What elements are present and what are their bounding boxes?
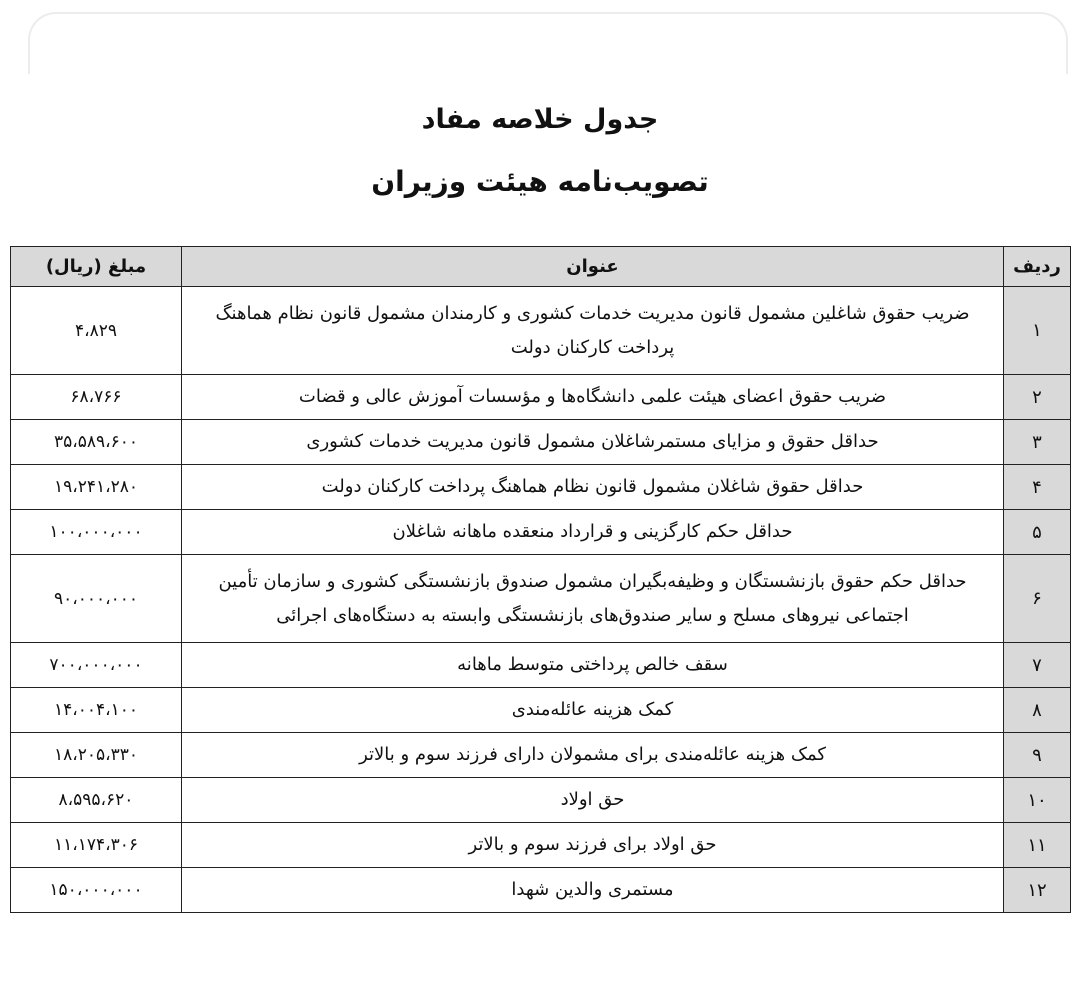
row-title: ضریب حقوق اعضای هیئت علمی دانشگاه‌ها و م… <box>181 374 1004 420</box>
row-title: ضریب حقوق شاغلین مشمول قانون مدیریت خدما… <box>181 286 1004 375</box>
row-amount: ۱۸،۲۰۵،۳۳۰ <box>10 732 182 778</box>
table-row: ۵ حداقل حکم کارگزینی و قرارداد منعقده ماه… <box>10 509 1071 555</box>
table-row: ۴ حداقل حقوق شاغلان مشمول قانون نظام هماه… <box>10 464 1071 510</box>
row-number: ۹ <box>1003 732 1071 778</box>
row-title: حق اولاد برای فرزند سوم و بالاتر <box>181 822 1004 868</box>
row-title: کمک هزینه عائله‌مندی برای مشمولان دارای … <box>181 732 1004 778</box>
table-row: ۱۱ حق اولاد برای فرزند سوم و بالاتر ۱۱،۱۷۴… <box>10 822 1071 868</box>
row-number: ۴ <box>1003 464 1071 510</box>
row-title: کمک هزینه عائله‌مندی <box>181 687 1004 733</box>
table-row: ۶ حداقل حکم حقوق بازنشستگان و وظیفه‌بگیرا… <box>10 554 1071 643</box>
row-number: ۲ <box>1003 374 1071 420</box>
row-amount: ۸،۵۹۵،۶۲۰ <box>10 777 182 823</box>
row-number: ۷ <box>1003 642 1071 688</box>
row-title: حداقل حقوق شاغلان مشمول قانون نظام هماهن… <box>181 464 1004 510</box>
table-row: ۳ حداقل حقوق و مزایای مستمرشاغلان مشمول ق… <box>10 419 1071 465</box>
summary-table: ردیف عنوان مبلغ (ریال) ۱ ضریب حقوق شاغلین… <box>10 246 1071 913</box>
row-amount: ۶۸،۷۶۶ <box>10 374 182 420</box>
row-title: حداقل حکم کارگزینی و قرارداد منعقده ماها… <box>181 509 1004 555</box>
row-title: حق اولاد <box>181 777 1004 823</box>
document-subtitle: تصویب‌نامه هیئت وزیران <box>371 165 709 198</box>
row-amount: ۱۵۰،۰۰۰،۰۰۰ <box>10 867 182 913</box>
table-row: ۷ سقف خالص پرداختی متوسط ماهانه ۷۰۰،۰۰۰،۰۰… <box>10 642 1071 688</box>
row-title: حداقل حقوق و مزایای مستمرشاغلان مشمول قا… <box>181 419 1004 465</box>
page-frame <box>28 12 1068 74</box>
table-header-row: ردیف عنوان مبلغ (ریال) <box>10 246 1071 287</box>
header-title: عنوان <box>181 246 1004 287</box>
row-number: ۱۱ <box>1003 822 1071 868</box>
row-title: سقف خالص پرداختی متوسط ماهانه <box>181 642 1004 688</box>
row-amount: ۷۰۰،۰۰۰،۰۰۰ <box>10 642 182 688</box>
header-row-no: ردیف <box>1003 246 1071 287</box>
row-number: ۶ <box>1003 554 1071 643</box>
row-title: مستمری والدین شهدا <box>181 867 1004 913</box>
table-row: ۲ ضریب حقوق اعضای هیئت علمی دانشگاه‌ها و … <box>10 374 1071 420</box>
row-amount: ۱۰۰،۰۰۰،۰۰۰ <box>10 509 182 555</box>
row-number: ۱۰ <box>1003 777 1071 823</box>
row-number: ۳ <box>1003 419 1071 465</box>
header-amount: مبلغ (ریال) <box>10 246 182 287</box>
table-row: ۱۲ مستمری والدین شهدا ۱۵۰،۰۰۰،۰۰۰ <box>10 867 1071 913</box>
row-amount: ۱۴،۰۰۴،۱۰۰ <box>10 687 182 733</box>
row-number: ۱۲ <box>1003 867 1071 913</box>
table-row: ۱ ضریب حقوق شاغلین مشمول قانون مدیریت خدم… <box>10 286 1071 375</box>
row-number: ۸ <box>1003 687 1071 733</box>
row-amount: ۴،۸۲۹ <box>10 286 182 375</box>
row-amount: ۹۰،۰۰۰،۰۰۰ <box>10 554 182 643</box>
row-title: حداقل حکم حقوق بازنشستگان و وظیفه‌بگیران… <box>181 554 1004 643</box>
row-number: ۵ <box>1003 509 1071 555</box>
table-row: ۱۰ حق اولاد ۸،۵۹۵،۶۲۰ <box>10 777 1071 823</box>
table-row: ۹ کمک هزینه عائله‌مندی برای مشمولان دارای… <box>10 732 1071 778</box>
table-row: ۸ کمک هزینه عائله‌مندی ۱۴،۰۰۴،۱۰۰ <box>10 687 1071 733</box>
row-amount: ۱۹،۲۴۱،۲۸۰ <box>10 464 182 510</box>
row-amount: ۳۵،۵۸۹،۶۰۰ <box>10 419 182 465</box>
row-amount: ۱۱،۱۷۴،۳۰۶ <box>10 822 182 868</box>
row-number: ۱ <box>1003 286 1071 375</box>
document-title: جدول خلاصه مفاد <box>421 104 659 135</box>
